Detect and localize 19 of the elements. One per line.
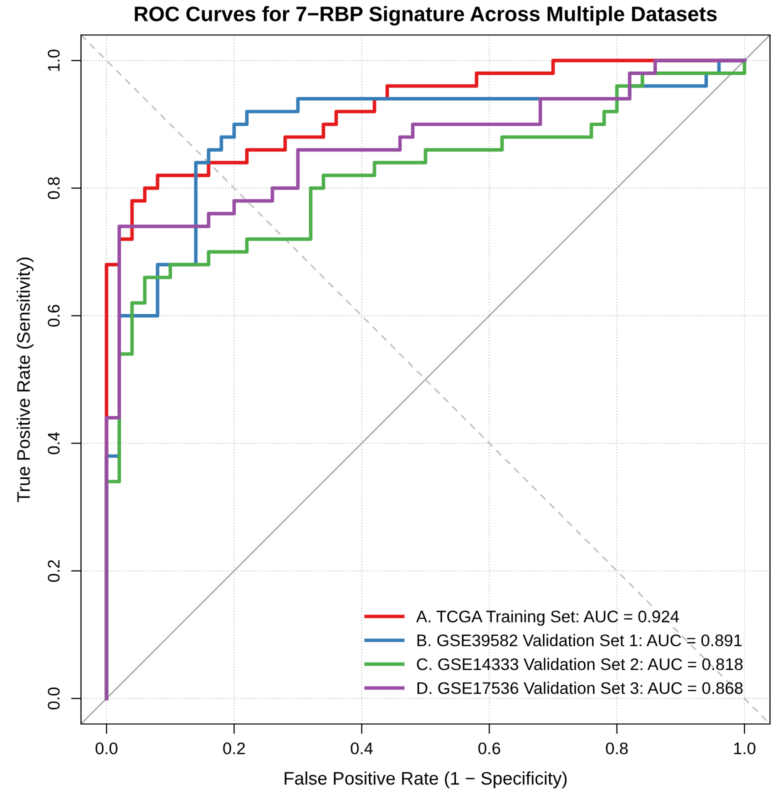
legend-label: C. GSE14333 Validation Set 2: AUC = 0.818 [416, 658, 743, 670]
x-axis-title: False Positive Rate (1 − Specificity) [284, 771, 567, 788]
chart-title: ROC Curves for 7−RBP Signature Across Multiple Datasets [134, 6, 717, 26]
y-tick-label: 0.8 [48, 177, 60, 200]
x-tick-label: 1.0 [734, 742, 756, 754]
x-tick-label: 0.4 [350, 742, 373, 754]
x-tick-label: 0.2 [223, 742, 245, 754]
y-tick-label: 0.0 [48, 688, 60, 710]
y-tick-label: 0.4 [48, 432, 60, 454]
y-axis-title: True Positive Rate (Sensitivity) [16, 258, 34, 502]
legend-label: A. TCGA Training Set: AUC = 0.924 [416, 610, 679, 626]
y-tick-label: 1.0 [48, 50, 60, 71]
x-tick-label: 0.0 [96, 742, 118, 754]
legend-label: B. GSE39582 Validation Set 1: AUC = 0.891 [417, 634, 742, 646]
y-tick-label: 0.2 [48, 560, 60, 582]
x-tick-label: 0.6 [478, 742, 500, 754]
y-tick-label: 0.6 [48, 304, 60, 327]
x-tick-label: 0.8 [606, 742, 628, 754]
legend-label: D. GSE17536 Validation Set 3: AUC = 0.868 [417, 682, 743, 694]
